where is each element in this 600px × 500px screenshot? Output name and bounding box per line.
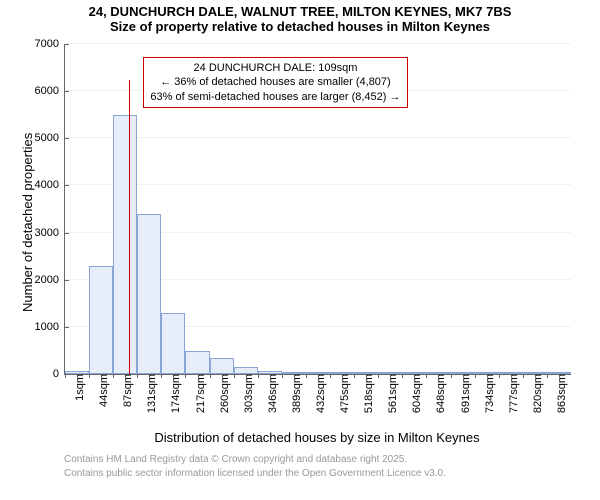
title-line-2: Size of property relative to detached ho… <box>0 19 600 34</box>
y-axis-label: Number of detached properties <box>20 133 35 312</box>
x-tick-mark <box>451 374 452 378</box>
x-tick: 863sqm <box>550 374 568 413</box>
annotation-line-2: ← 36% of detached houses are smaller (4,… <box>150 75 400 89</box>
x-tick: 518sqm <box>357 374 375 413</box>
footnote-1: Contains HM Land Registry data © Crown c… <box>64 454 407 465</box>
x-tick: 734sqm <box>478 374 496 413</box>
gridline <box>65 43 571 44</box>
x-tick-mark <box>113 374 114 378</box>
x-tick-mark <box>210 374 211 378</box>
x-tick: 303sqm <box>237 374 255 413</box>
x-tick-mark <box>234 374 235 378</box>
annotation-box: 24 DUNCHURCH DALE: 109sqm← 36% of detach… <box>143 57 407 108</box>
chart-container: 24, DUNCHURCH DALE, WALNUT TREE, MILTON … <box>0 0 600 500</box>
x-tick: 777sqm <box>502 374 520 413</box>
x-tick-mark <box>499 374 500 378</box>
x-tick-mark <box>426 374 427 378</box>
x-tick: 87sqm <box>116 374 134 407</box>
x-tick-mark <box>475 374 476 378</box>
annotation-line-1: 24 DUNCHURCH DALE: 109sqm <box>150 61 400 75</box>
x-tick-mark <box>547 374 548 378</box>
footnote-2: Contains public sector information licen… <box>64 468 446 479</box>
x-tick-mark <box>137 374 138 378</box>
x-tick-mark <box>523 374 524 378</box>
y-tick: 3000 <box>35 227 65 239</box>
x-tick: 44sqm <box>92 374 110 407</box>
x-tick: 604sqm <box>405 374 423 413</box>
x-tick-mark <box>89 374 90 378</box>
histogram-bar <box>185 351 209 374</box>
gridline <box>65 137 571 138</box>
x-tick-mark <box>161 374 162 378</box>
x-tick-mark <box>258 374 259 378</box>
histogram-bar <box>89 266 113 374</box>
y-tick: 7000 <box>35 38 65 50</box>
histogram-bar <box>161 313 185 374</box>
x-tick-mark <box>378 374 379 378</box>
x-tick: 1sqm <box>68 374 86 401</box>
histogram-bar <box>210 358 234 375</box>
title-line-1: 24, DUNCHURCH DALE, WALNUT TREE, MILTON … <box>0 4 600 19</box>
x-tick: 260sqm <box>213 374 231 413</box>
x-tick: 475sqm <box>333 374 351 413</box>
y-tick: 2000 <box>35 274 65 286</box>
histogram-bar <box>234 367 258 374</box>
y-tick: 5000 <box>35 132 65 144</box>
x-tick: 820sqm <box>526 374 544 413</box>
x-tick-mark <box>306 374 307 378</box>
x-tick: 174sqm <box>164 374 182 413</box>
histogram-bar <box>137 214 161 374</box>
gridline <box>65 184 571 185</box>
x-tick: 648sqm <box>429 374 447 413</box>
annotation-line-3: 63% of semi-detached houses are larger (… <box>150 90 400 104</box>
x-tick: 389sqm <box>285 374 303 413</box>
x-tick-mark <box>65 374 66 378</box>
x-tick-mark <box>354 374 355 378</box>
x-tick-mark <box>330 374 331 378</box>
y-tick: 1000 <box>35 321 65 333</box>
x-axis-label: Distribution of detached houses by size … <box>64 430 570 445</box>
x-tick: 131sqm <box>140 374 158 413</box>
x-tick: 561sqm <box>381 374 399 413</box>
y-tick: 4000 <box>35 179 65 191</box>
x-tick-mark <box>402 374 403 378</box>
x-tick-mark <box>185 374 186 378</box>
title-block: 24, DUNCHURCH DALE, WALNUT TREE, MILTON … <box>0 0 600 34</box>
x-tick: 217sqm <box>189 374 207 413</box>
x-tick: 432sqm <box>309 374 327 413</box>
histogram-bar <box>113 115 137 374</box>
plot-area: 010002000300040005000600070001sqm44sqm87… <box>64 44 571 375</box>
property-marker-line <box>129 80 130 374</box>
x-tick: 346sqm <box>261 374 279 413</box>
x-tick-mark <box>282 374 283 378</box>
y-tick: 6000 <box>35 85 65 97</box>
x-tick: 691sqm <box>454 374 472 413</box>
y-tick: 0 <box>53 368 65 380</box>
